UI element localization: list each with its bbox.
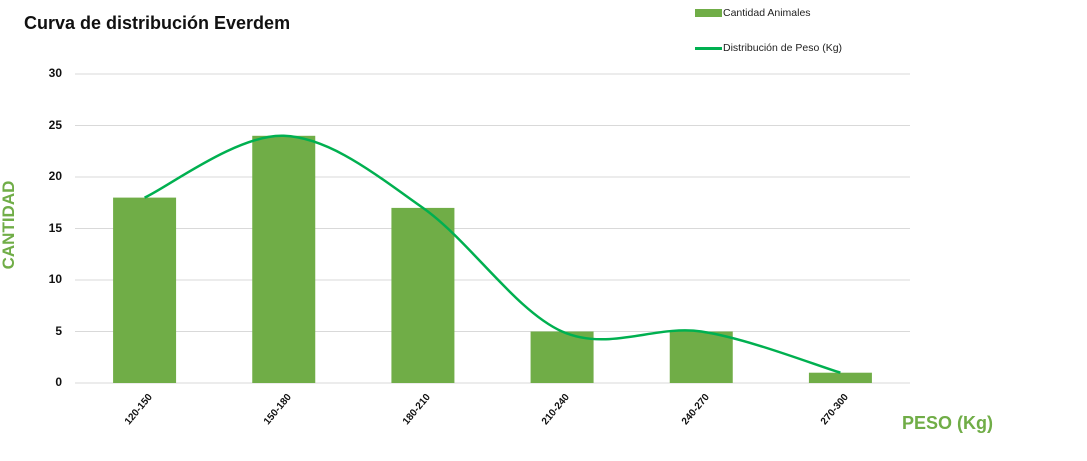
bar [808,372,872,383]
y-tick-label: 10 [48,272,62,286]
distribution-curve [144,134,841,374]
legend-item-bars: Cantidad Animales [695,7,811,19]
y-tick-label: 25 [48,117,62,132]
legend-bar-swatch-icon [695,9,722,17]
x-axis-title: PESO (Kg) [902,413,994,433]
legend-item-line: Distribución de Peso (Kg) [695,42,842,54]
y-tick-label: 15 [48,220,62,235]
bar [530,331,594,383]
legend-label: Distribución de Peso (Kg) [723,42,843,54]
legend-label: Cantidad Animales [723,7,811,19]
chart-title: Curva de distribución Everdem [24,13,291,33]
bar [252,135,316,383]
y-tick-label: 30 [48,66,62,80]
y-tick-label: 20 [48,169,62,183]
bar [669,331,733,383]
y-tick-label: 0 [55,375,62,389]
y-tick-label: 5 [55,323,62,338]
legend-line-swatch-icon [695,46,722,50]
bar [113,197,177,383]
bar [391,207,455,383]
